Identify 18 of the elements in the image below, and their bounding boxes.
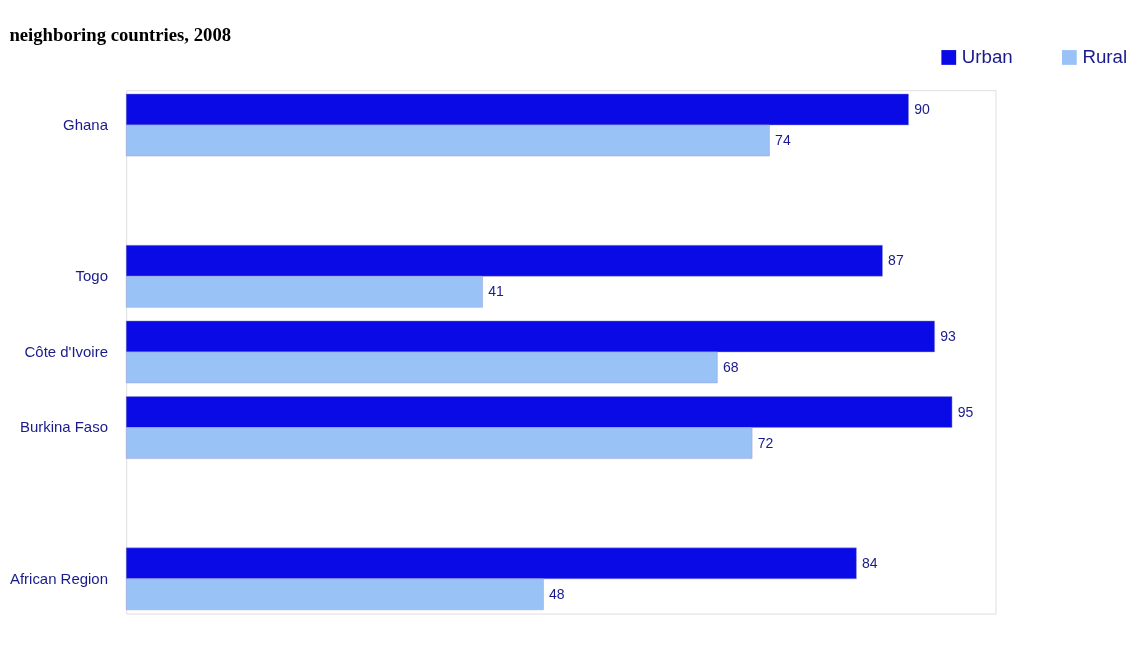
data-label: 87 [888,252,904,269]
data-label: 48 [549,586,565,603]
data-label: 68 [722,359,739,376]
data-label: 41 [488,283,505,300]
y-tick-label: Burkina Faso [19,418,108,436]
chart-title: neighboring countries, 2008 [9,23,232,45]
legend-label: Rural [1082,46,1128,68]
data-label: 95 [957,403,974,420]
legend-label: Urban [961,46,1013,68]
y-tick-label: Ghana [63,115,109,133]
data-label: 90 [914,101,930,118]
y-tick-label: African Region [9,569,108,587]
y-tick-label: Togo [75,266,108,284]
y-tick-label: Côte d'Ivoire [24,342,108,360]
data-label: 72 [757,434,774,451]
data-label: 93 [940,328,957,345]
data-label: 84 [862,555,878,572]
data-label: 74 [775,132,791,149]
